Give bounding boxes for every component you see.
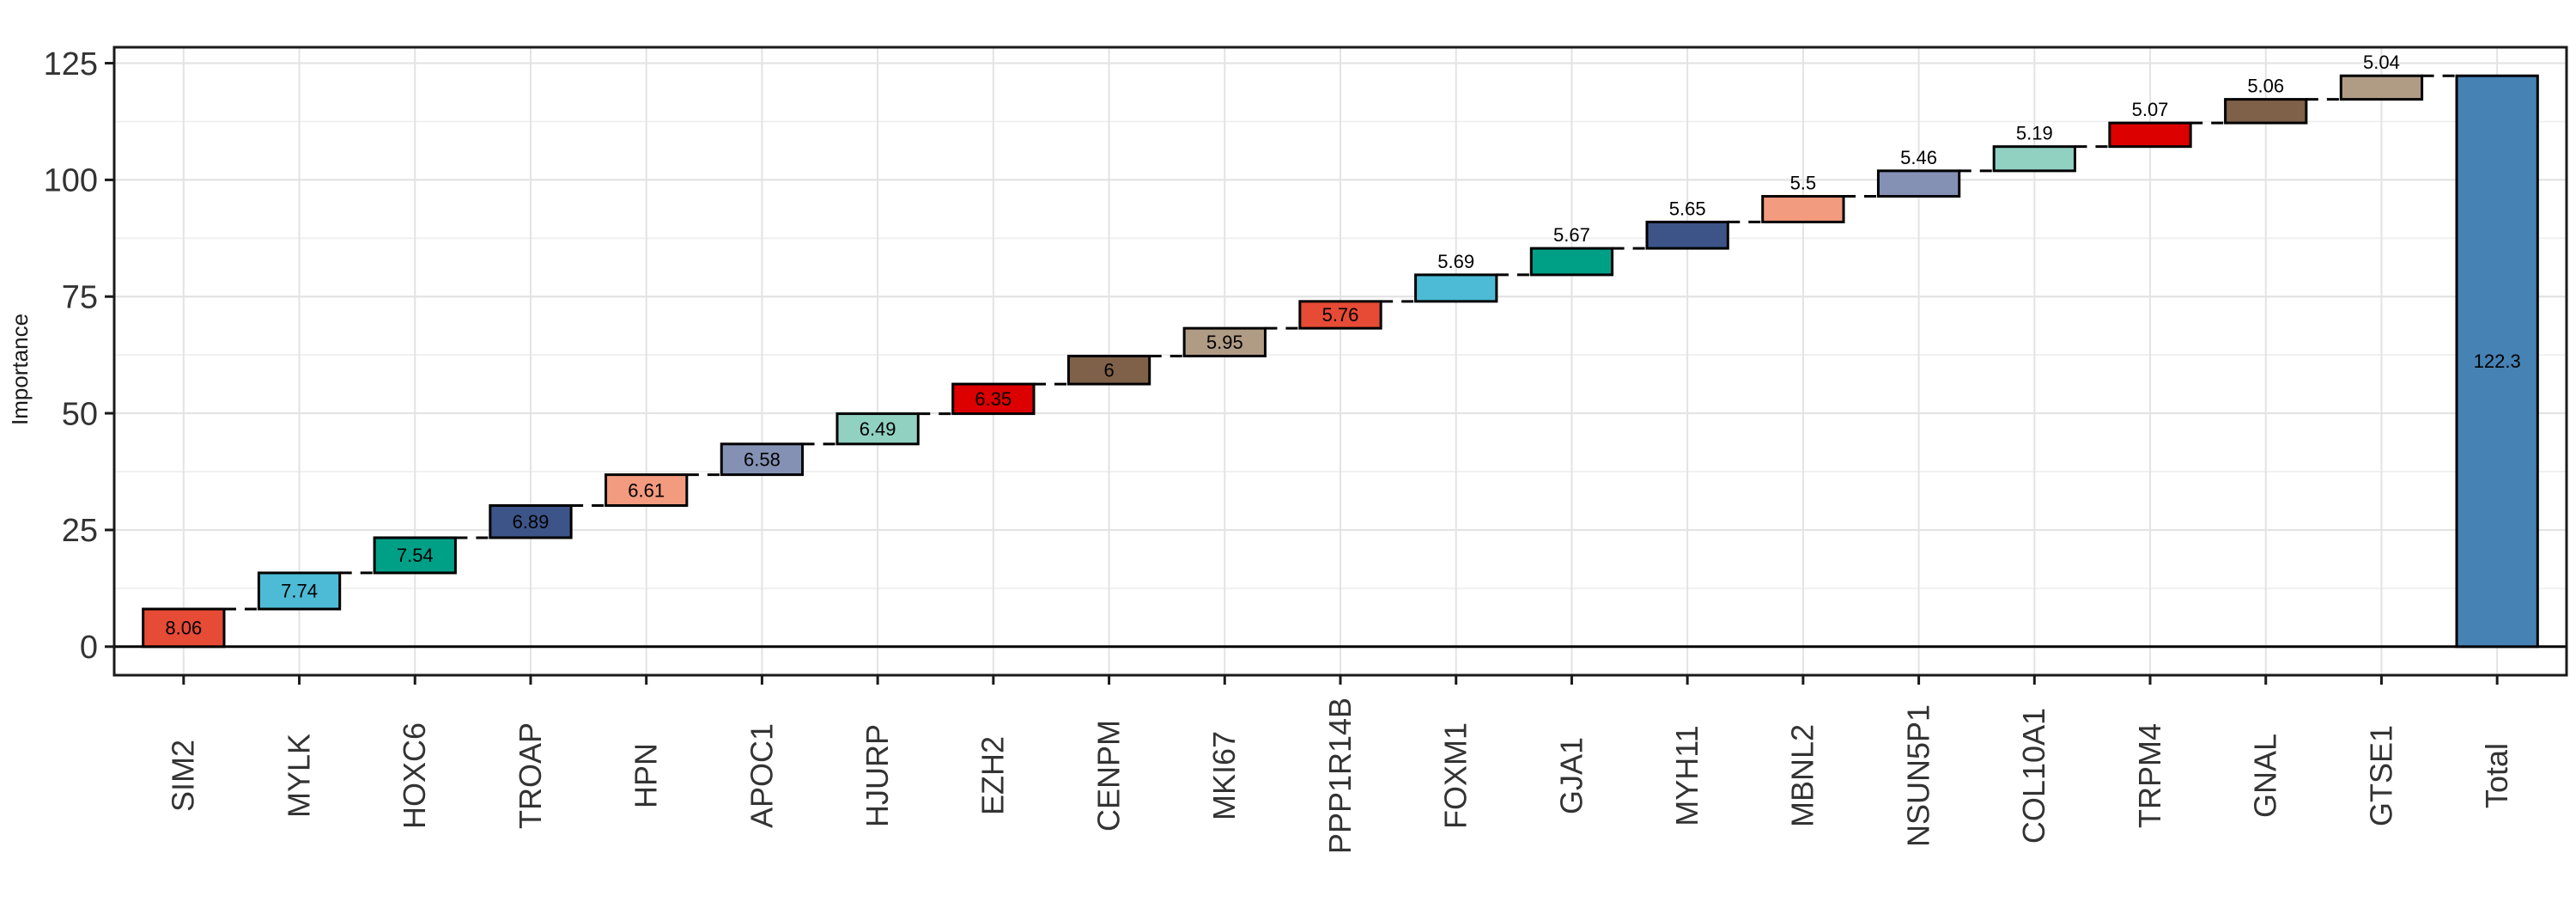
y-tick-label-75: 75 xyxy=(62,280,98,316)
bar-trpm4 xyxy=(2108,121,2192,149)
bar-value-label-hoxc6: 7.54 xyxy=(397,545,434,566)
bar-nsun5p1 xyxy=(1876,169,1961,198)
bar-value-label-myh11: 5.65 xyxy=(1669,198,1706,219)
bar-value-label-sim2: 8.06 xyxy=(165,618,202,639)
x-tick-label-troap: TROAP xyxy=(513,722,548,829)
bar-mbnl2 xyxy=(1761,195,1845,223)
bar-hpn xyxy=(605,473,689,508)
bar-gtse1 xyxy=(2339,74,2424,101)
x-tick-label-nsun5p1: NSUN5P1 xyxy=(1900,704,1935,847)
bar-value-label-hpn: 6.61 xyxy=(628,479,665,501)
x-tick-label-apoc1: APOC1 xyxy=(744,723,779,828)
x-tick-label-mki67: MKI67 xyxy=(1206,731,1242,820)
x-tick-label-col10a1: COL10A1 xyxy=(2016,708,2051,844)
x-tick-label-cenpm: CENPM xyxy=(1091,720,1126,832)
bar-value-label-ezh2: 6.35 xyxy=(975,388,1012,410)
x-tick-label-ezh2: EZH2 xyxy=(975,736,1011,815)
bar-value-label-mylk: 7.74 xyxy=(281,581,318,602)
bar-troap xyxy=(489,504,573,539)
bar-hoxc6 xyxy=(373,536,457,575)
y-tick-label-100: 100 xyxy=(44,163,98,199)
bar-value-label-gja1: 5.67 xyxy=(1553,224,1590,246)
x-tick-label-mylk: MYLK xyxy=(281,734,316,818)
bar-value-label-ppp1r14b: 5.76 xyxy=(1322,304,1359,326)
x-tick-label-sim2: SIM2 xyxy=(166,740,201,812)
x-tick-label-gtse1: GTSE1 xyxy=(2363,725,2398,826)
bar-value-label-nsun5p1: 5.46 xyxy=(1900,147,1937,168)
bar-value-label-gnal: 5.06 xyxy=(2247,76,2284,97)
x-tick-label-ppp1r14b: PPP1R14B xyxy=(1322,698,1358,854)
bar-gja1 xyxy=(1529,247,1614,277)
bar-value-label-total: 122.3 xyxy=(2474,350,2521,372)
x-tick-label-hjurp: HJURP xyxy=(860,724,895,827)
bar-total xyxy=(2455,74,2539,649)
y-tick-label-25: 25 xyxy=(62,513,98,549)
y-tick-label-50: 50 xyxy=(62,396,98,432)
x-tick-label-foxm1: FOXM1 xyxy=(1438,722,1473,829)
bar-value-label-hjurp: 6.49 xyxy=(860,418,896,440)
bar-cenpm xyxy=(1066,354,1151,386)
bar-value-label-col10a1: 5.19 xyxy=(2016,123,2053,144)
bar-value-label-gtse1: 5.04 xyxy=(2363,52,2400,73)
x-tick-label-total: Total xyxy=(2479,743,2514,808)
bar-value-label-apoc1: 6.58 xyxy=(744,448,781,470)
bar-mki67 xyxy=(1182,326,1267,357)
x-tick-label-gnal: GNAL xyxy=(2248,734,2283,818)
y-axis-title: Importance xyxy=(7,314,33,425)
bar-value-label-cenpm: 6 xyxy=(1103,359,1114,381)
bar-col10a1 xyxy=(1992,145,2076,173)
x-tick-label-gja1: GJA1 xyxy=(1553,737,1589,814)
bar-value-label-mki67: 5.95 xyxy=(1206,332,1243,353)
bar-foxm1 xyxy=(1414,273,1498,303)
bar-apoc1 xyxy=(720,442,805,477)
bar-sim2 xyxy=(142,607,226,649)
bar-value-label-troap: 6.89 xyxy=(513,511,550,533)
x-tick-label-hpn: HPN xyxy=(629,743,664,808)
x-tick-label-myh11: MYH11 xyxy=(1669,725,1704,826)
y-tick-label-125: 125 xyxy=(44,46,98,82)
bar-mylk xyxy=(257,571,342,611)
bar-myh11 xyxy=(1645,220,1729,250)
bar-value-label-trpm4: 5.07 xyxy=(2132,99,2169,120)
y-tick-label-0: 0 xyxy=(80,630,98,666)
bar-ppp1r14b xyxy=(1298,300,1382,330)
x-tick-label-trpm4: TRPM4 xyxy=(2132,723,2167,828)
bar-hjurp xyxy=(835,412,920,446)
bar-value-label-mbnl2: 5.5 xyxy=(1790,173,1817,194)
bar-value-label-foxm1: 5.69 xyxy=(1437,251,1474,272)
x-tick-label-hoxc6: HOXC6 xyxy=(397,722,432,829)
x-tick-label-mbnl2: MBNL2 xyxy=(1785,724,1820,827)
bar-ezh2 xyxy=(951,382,1036,416)
bar-gnal xyxy=(2224,98,2308,125)
